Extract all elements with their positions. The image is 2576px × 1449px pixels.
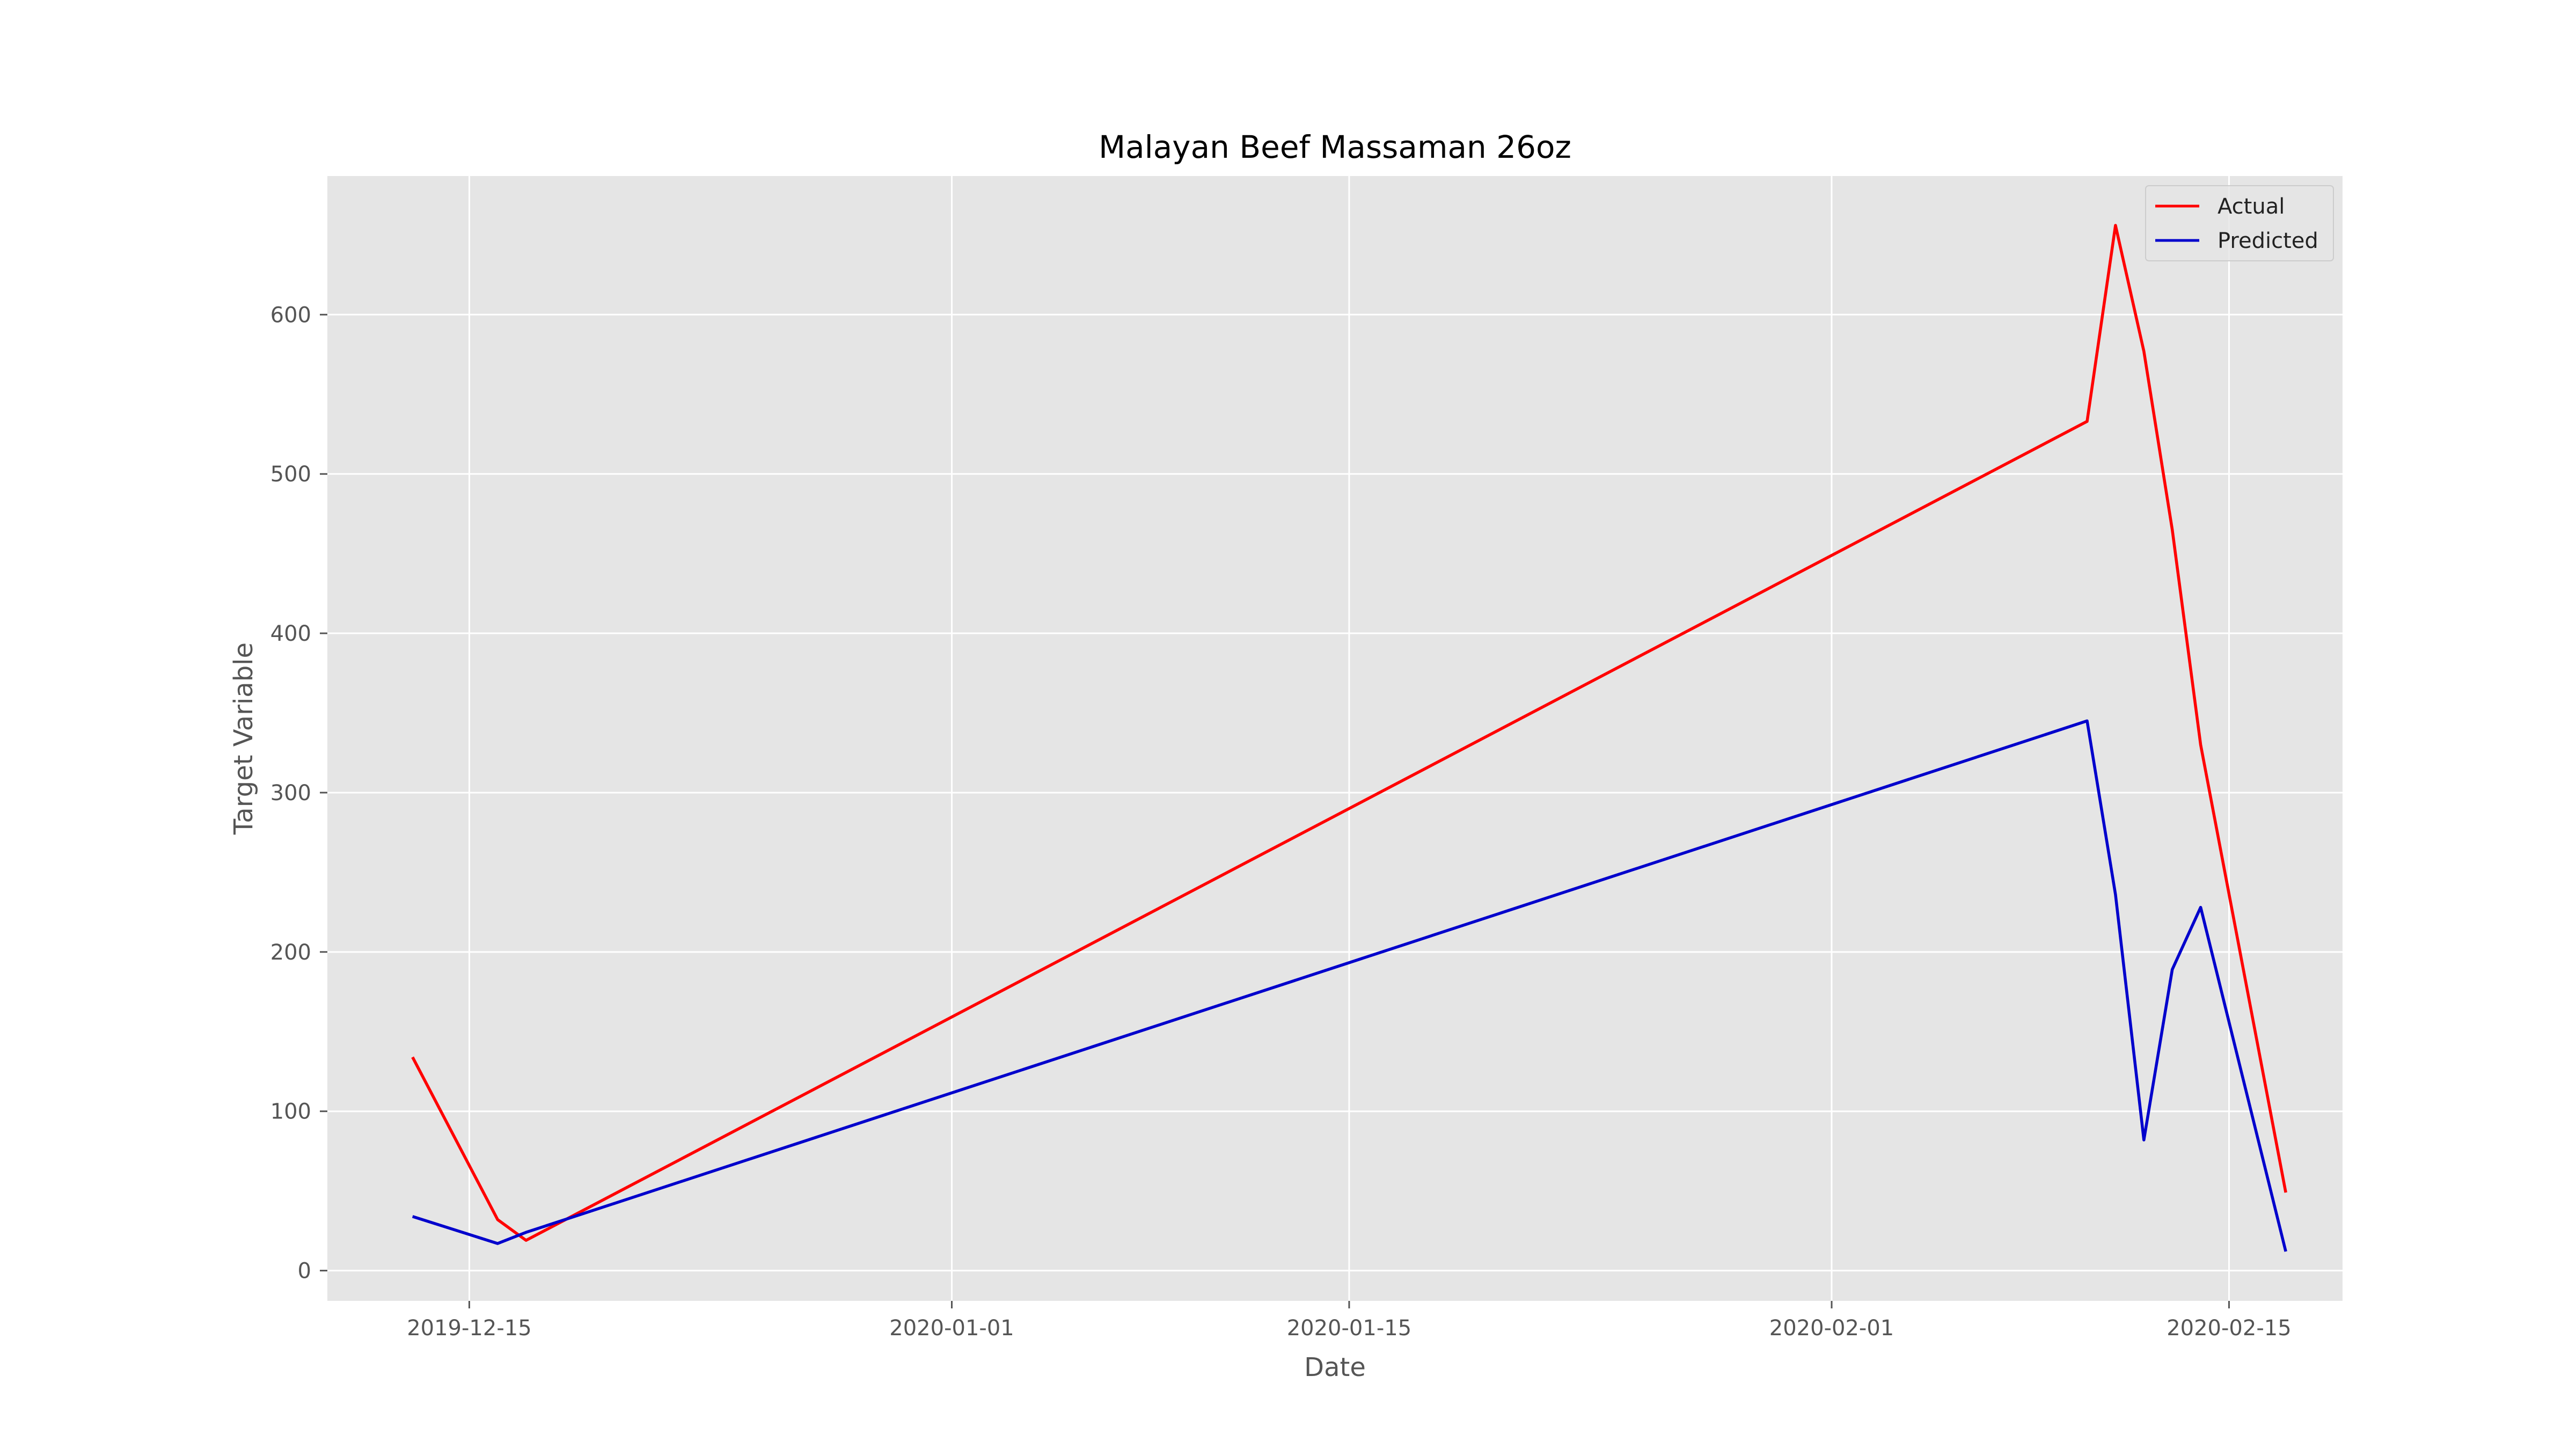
legend: Actual Predicted: [2145, 185, 2334, 261]
x-tick-label: 2019-12-15: [407, 1316, 531, 1341]
x-tick-label: 2020-01-01: [889, 1316, 1014, 1341]
chart-title: Malayan Beef Massaman 26oz: [1099, 129, 1571, 165]
series-lines: [411, 224, 2287, 1252]
x-tick-label: 2020-02-15: [2167, 1316, 2291, 1341]
y-tick-label: 400: [270, 621, 311, 646]
y-tick-label: 600: [270, 303, 311, 327]
axis-ticks: 2019-12-15 2020-01-01 2020-01-15 2020-02-01…: [270, 303, 2292, 1341]
legend-box: [2145, 185, 2334, 261]
x-tick-label: 2020-02-01: [1769, 1316, 1894, 1341]
plot-area: [327, 176, 2343, 1301]
y-tick-label: 100: [270, 1100, 311, 1124]
legend-label-predicted: Predicted: [2218, 229, 2318, 253]
grid-lines: [327, 176, 2343, 1301]
y-tick-label: 500: [270, 462, 311, 487]
series-line-predicted: [412, 719, 2287, 1252]
y-tick-label: 0: [298, 1259, 311, 1284]
y-tick-label: 300: [270, 781, 311, 806]
y-axis-label: Target Variable: [229, 642, 259, 835]
x-tick-label: 2020-01-15: [1287, 1316, 1411, 1341]
legend-label-actual: Actual: [2218, 194, 2285, 219]
y-tick-label: 200: [270, 940, 311, 965]
series-line-actual: [411, 224, 2287, 1242]
x-axis-label: Date: [1304, 1352, 1366, 1382]
